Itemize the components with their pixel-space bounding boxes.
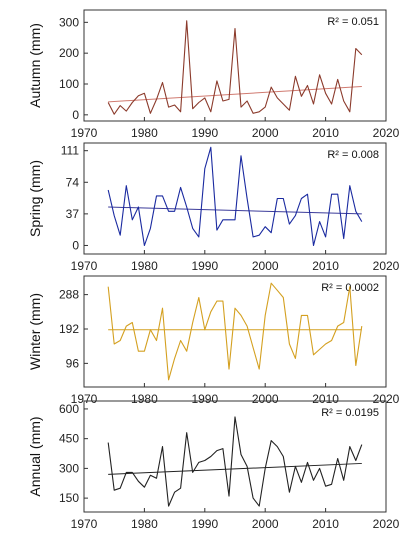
panel-2-ytick-label: 74 bbox=[66, 175, 80, 189]
panel-3-xtick-label: 1980 bbox=[131, 392, 158, 406]
panel-1-ytick-label: 300 bbox=[59, 15, 79, 29]
panel-2-series-line bbox=[107, 146, 363, 247]
panel-3-xtick-label: 2020 bbox=[373, 392, 400, 406]
panel-3-xtick-label: 1990 bbox=[191, 392, 218, 406]
panel-4-series-line bbox=[107, 416, 363, 507]
panel-3-ytick-label: 288 bbox=[59, 288, 79, 302]
panel-3-xtick-label: 2010 bbox=[312, 392, 339, 406]
panel-2-r2-annotation: R² = 0.008 bbox=[327, 149, 379, 161]
panel-3-xtick-label: 2000 bbox=[252, 392, 279, 406]
panel-1-xtick-label: 1970 bbox=[71, 126, 98, 140]
panel-4-frame bbox=[83, 400, 387, 513]
panel-3-ytick-label: 192 bbox=[59, 322, 79, 336]
panel-2-ytick-label: 37 bbox=[66, 207, 80, 221]
panel-3-series-line bbox=[107, 282, 363, 381]
panel-1-ytick-label: 0 bbox=[72, 108, 79, 122]
panel-1-xtick-label: 2000 bbox=[252, 126, 279, 140]
panel-4-xtick-label: 2010 bbox=[312, 517, 339, 531]
panel-4-xtick-label: 1980 bbox=[131, 517, 158, 531]
panel-1-xtick-label: 1980 bbox=[131, 126, 158, 140]
panel-2-xtick-label: 1990 bbox=[191, 259, 218, 273]
panel-3-xtick-label: 1970 bbox=[71, 392, 98, 406]
panel-4-xtick-label: 1990 bbox=[191, 517, 218, 531]
panel-1-xtick-label: 2010 bbox=[312, 126, 339, 140]
panel-1-ytick-label: 100 bbox=[59, 77, 79, 91]
panel-1-trend-line bbox=[108, 85, 362, 103]
panel-4-trend-line bbox=[108, 462, 362, 475]
panel-2-frame bbox=[83, 142, 387, 255]
panel-1-r2-annotation: R² = 0.051 bbox=[327, 16, 379, 28]
panel-4-ytick-label: 600 bbox=[59, 402, 79, 416]
panel-4-ytick-label: 300 bbox=[59, 461, 79, 475]
panel-2-xtick-label: 1970 bbox=[71, 259, 98, 273]
panel-1-xtick-label: 1990 bbox=[191, 126, 218, 140]
panel-2-xtick-label: 1980 bbox=[131, 259, 158, 273]
panel-2-xtick-label: 2000 bbox=[252, 259, 279, 273]
panel-3-ylabel: Winter (mm) bbox=[27, 293, 43, 370]
panel-2-trend-line bbox=[108, 206, 362, 215]
panel-1-series-line bbox=[107, 20, 363, 115]
panel-3-frame bbox=[83, 275, 387, 388]
panel-1-ytick-label: 200 bbox=[59, 46, 79, 60]
panel-2-xtick-label: 2010 bbox=[312, 259, 339, 273]
panel-4-xtick-label: 1970 bbox=[71, 517, 98, 531]
panel-4-xtick-label: 2000 bbox=[252, 517, 279, 531]
panel-1-xtick-label: 2020 bbox=[373, 126, 400, 140]
panel-3-ytick-label: 96 bbox=[66, 356, 80, 370]
panel-4-xtick-label: 2020 bbox=[373, 517, 400, 531]
panel-2-ylabel: Spring (mm) bbox=[27, 160, 43, 237]
panel-4-ylabel: Annual (mm) bbox=[27, 416, 43, 496]
panel-4-r2-annotation: R² = 0.0195 bbox=[321, 407, 379, 419]
panel-4-ytick-label: 150 bbox=[59, 491, 79, 505]
panel-2-ytick-label: 111 bbox=[61, 144, 80, 158]
panel-2-ytick-label: 0 bbox=[72, 238, 79, 252]
panel-1-frame bbox=[83, 9, 387, 122]
panel-1-ylabel: Autumn (mm) bbox=[27, 23, 43, 108]
panel-2-xtick-label: 2020 bbox=[373, 259, 400, 273]
panel-4-ytick-label: 450 bbox=[59, 432, 79, 446]
